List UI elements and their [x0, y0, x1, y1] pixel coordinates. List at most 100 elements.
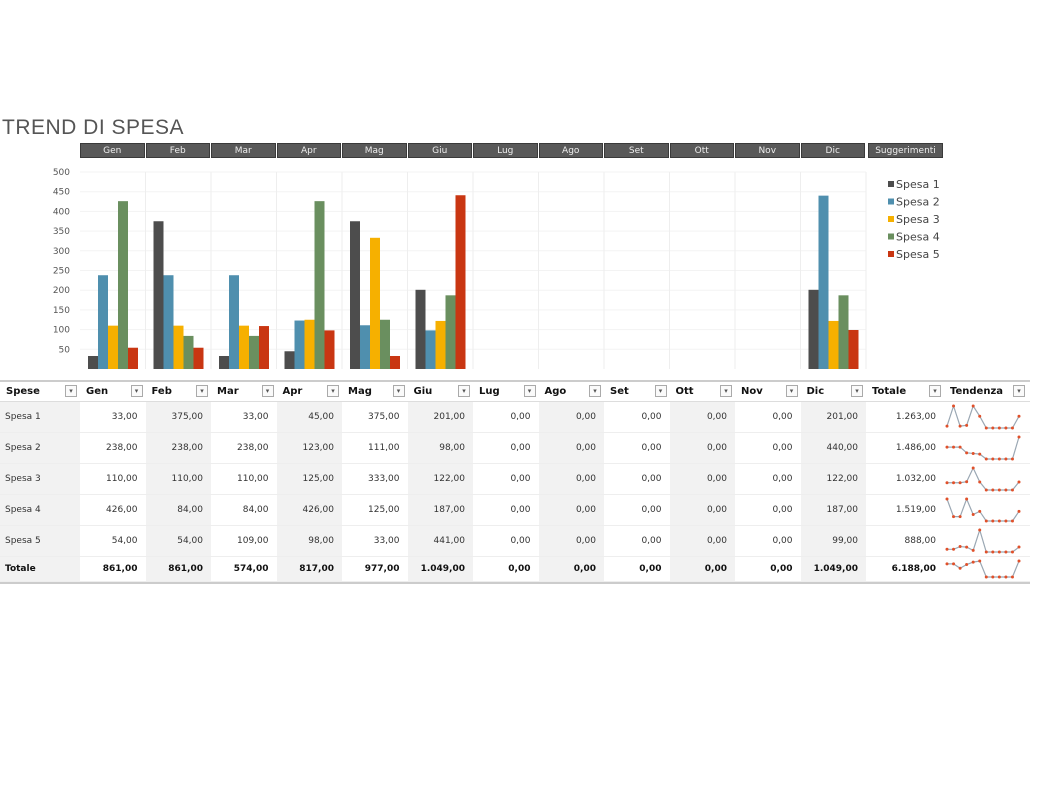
- cell-ott[interactable]: 0,00: [669, 557, 735, 581]
- sparkline-marker: [965, 423, 969, 427]
- cell-mag[interactable]: 333,00: [368, 474, 400, 484]
- cell-feb[interactable]: 54,00: [145, 526, 211, 556]
- cell-mar[interactable]: 33,00: [242, 412, 269, 422]
- filter-dropdown-icon[interactable]: ▾: [929, 385, 941, 397]
- filter-dropdown-icon[interactable]: ▾: [392, 385, 405, 397]
- cell-set[interactable]: 0,00: [641, 412, 662, 422]
- cell-gen[interactable]: 426,00: [106, 505, 138, 515]
- cell-set[interactable]: 0,00: [641, 536, 662, 546]
- sparkline-marker: [952, 481, 956, 485]
- cell-feb[interactable]: 110,00: [145, 464, 211, 494]
- cell-mag[interactable]: 111,00: [368, 443, 400, 453]
- filter-dropdown-icon[interactable]: ▾: [589, 385, 601, 397]
- cell-apr[interactable]: 123,00: [276, 433, 342, 463]
- cell-giu[interactable]: 98,00: [407, 433, 473, 463]
- cell-apr[interactable]: 125,00: [276, 464, 342, 494]
- cell-ott[interactable]: 0,00: [669, 495, 735, 525]
- cell-feb[interactable]: 238,00: [145, 433, 211, 463]
- cell-giu[interactable]: 201,00: [407, 402, 473, 432]
- sparkline-line: [947, 436, 1020, 460]
- cell-lug[interactable]: 0,00: [508, 564, 531, 574]
- cell-mag[interactable]: 33,00: [373, 536, 400, 546]
- cell-ago[interactable]: 0,00: [538, 495, 604, 525]
- sparkline-marker: [945, 547, 949, 551]
- cell-dic[interactable]: 1.049,00: [800, 557, 866, 581]
- cell-feb[interactable]: 375,00: [145, 402, 211, 432]
- sparkline-marker: [971, 451, 975, 455]
- cell-ago[interactable]: 0,00: [538, 402, 604, 432]
- cell-dic[interactable]: 201,00: [800, 402, 866, 432]
- cell-lug[interactable]: 0,00: [510, 474, 531, 484]
- cell-dic[interactable]: 99,00: [800, 526, 866, 556]
- cell-dic[interactable]: 440,00: [800, 433, 866, 463]
- cell-mag[interactable]: 125,00: [368, 505, 400, 515]
- cell-mag[interactable]: 375,00: [368, 412, 400, 422]
- cell-ott[interactable]: 0,00: [669, 464, 735, 494]
- cell-giu[interactable]: 122,00: [407, 464, 473, 494]
- cell-nov[interactable]: 0,00: [772, 412, 793, 422]
- filter-dropdown-icon[interactable]: ▾: [654, 385, 667, 397]
- cell-apr[interactable]: 45,00: [276, 402, 342, 432]
- cell-feb[interactable]: 84,00: [145, 495, 211, 525]
- cell-ott[interactable]: 0,00: [669, 433, 735, 463]
- cell-nov[interactable]: 0,00: [772, 474, 793, 484]
- filter-dropdown-icon[interactable]: ▾: [65, 385, 77, 397]
- cell-giu[interactable]: 441,00: [407, 526, 473, 556]
- cell-nov[interactable]: 0,00: [770, 564, 793, 574]
- cell-dic[interactable]: 187,00: [800, 495, 866, 525]
- cell-ott[interactable]: 0,00: [669, 402, 735, 432]
- filter-dropdown-icon[interactable]: ▾: [327, 385, 339, 397]
- cell-mar[interactable]: 84,00: [242, 505, 269, 515]
- cell-lug[interactable]: 0,00: [510, 505, 531, 515]
- cell-ago[interactable]: 0,00: [538, 557, 604, 581]
- cell-feb[interactable]: 861,00: [145, 557, 211, 581]
- cell-mar[interactable]: 110,00: [237, 474, 269, 484]
- cell-lug[interactable]: 0,00: [510, 412, 531, 422]
- cell-mar[interactable]: 109,00: [237, 536, 269, 546]
- cell-ago[interactable]: 0,00: [538, 526, 604, 556]
- cell-set[interactable]: 0,00: [641, 443, 662, 453]
- cell-lug[interactable]: 0,00: [510, 443, 531, 453]
- sparkline-marker: [984, 457, 988, 461]
- cell-nov[interactable]: 0,00: [772, 536, 793, 546]
- cell-mar[interactable]: 238,00: [237, 443, 269, 453]
- cell-lug[interactable]: 0,00: [510, 536, 531, 546]
- filter-dropdown-icon[interactable]: ▾: [523, 385, 536, 397]
- cell-set[interactable]: 0,00: [641, 474, 662, 484]
- bar-spesa-1-mar: [219, 355, 229, 369]
- cell-nov[interactable]: 0,00: [772, 505, 793, 515]
- cell-apr[interactable]: 817,00: [276, 557, 342, 581]
- cell-mar[interactable]: 574,00: [233, 564, 269, 574]
- cell-gen[interactable]: 861,00: [102, 564, 138, 574]
- cell-gen[interactable]: 238,00: [106, 443, 138, 453]
- filter-dropdown-icon[interactable]: ▾: [261, 385, 274, 397]
- filter-dropdown-icon[interactable]: ▾: [130, 385, 143, 397]
- filter-dropdown-icon[interactable]: ▾: [851, 385, 863, 397]
- cell-giu[interactable]: 187,00: [407, 495, 473, 525]
- cell-gen[interactable]: 54,00: [111, 536, 138, 546]
- cell-set[interactable]: 0,00: [641, 505, 662, 515]
- cell-apr[interactable]: 98,00: [276, 526, 342, 556]
- cell-giu[interactable]: 1.049,00: [407, 557, 473, 581]
- filter-dropdown-icon[interactable]: ▾: [458, 385, 470, 397]
- suggestions-header[interactable]: Suggerimenti: [868, 143, 943, 158]
- cell-ago[interactable]: 0,00: [538, 433, 604, 463]
- cell-nov[interactable]: 0,00: [772, 443, 793, 453]
- column-header-lug: Lug ▾: [473, 382, 539, 401]
- filter-dropdown-icon[interactable]: ▾: [720, 385, 732, 397]
- y-tick-label: 150: [53, 306, 70, 316]
- cell-mag[interactable]: 977,00: [364, 564, 400, 574]
- cell-dic[interactable]: 122,00: [800, 464, 866, 494]
- cell-gen[interactable]: 33,00: [111, 412, 138, 422]
- bar-spesa-3-feb: [173, 325, 184, 369]
- filter-dropdown-icon[interactable]: ▾: [785, 385, 798, 397]
- cell-ott[interactable]: 0,00: [669, 526, 735, 556]
- sparkline-marker: [991, 575, 995, 579]
- cell-apr[interactable]: 426,00: [276, 495, 342, 525]
- cell-gen[interactable]: 110,00: [106, 474, 138, 484]
- cell-ago[interactable]: 0,00: [538, 464, 604, 494]
- filter-dropdown-icon[interactable]: ▾: [196, 385, 208, 397]
- bar-spesa-3-dic: [828, 320, 839, 369]
- filter-dropdown-icon[interactable]: ▾: [1013, 385, 1025, 397]
- cell-set[interactable]: 0,00: [639, 564, 662, 574]
